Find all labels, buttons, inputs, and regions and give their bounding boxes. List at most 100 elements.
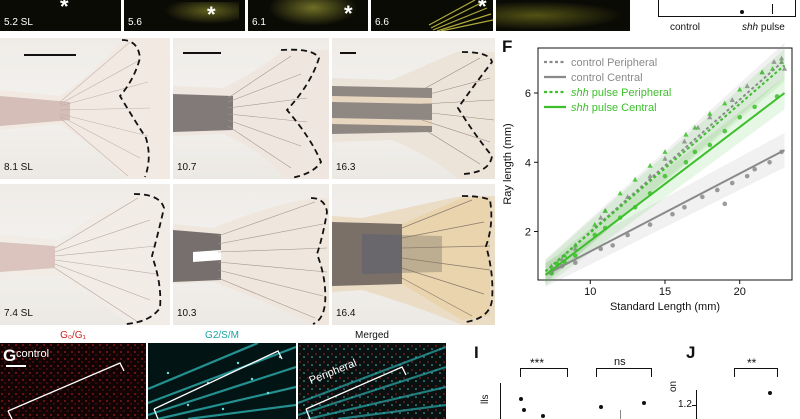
g0g1-image: G control (0, 343, 146, 419)
data-point (647, 162, 653, 168)
fluor-image-2: * 5.6 (124, 0, 245, 31)
data-point (714, 187, 720, 193)
legend-label: shh pulse Central (571, 102, 657, 114)
ray-length-chart: 10 15 20 2 4 6 Standard Length (mm) Ray length … (502, 42, 793, 313)
data-point (752, 104, 757, 110)
x-tick-label: 15 (659, 286, 671, 298)
fin-caption-e3: 16.4 (336, 308, 356, 319)
panel-c-plot-frame (658, 0, 796, 17)
data-point (662, 173, 668, 179)
fluor-image-5 (496, 0, 630, 31)
legend-label: control Central (571, 72, 643, 84)
panel-letter-f: F (502, 37, 513, 56)
fin-caption-e2: 10.3 (177, 308, 197, 319)
y-tick-label: 4 (525, 157, 531, 169)
fin-caption-e1: 7.4 SL (4, 308, 33, 319)
fin-caption-d1: 8.1 SL (4, 162, 33, 173)
fluor-caption-4: 6.6 (375, 17, 389, 28)
sig-bracket-1 (520, 368, 568, 377)
data-point (768, 391, 772, 395)
data-point (771, 59, 777, 64)
data-point (647, 173, 653, 179)
fit-line (544, 59, 786, 273)
fit-line (544, 92, 786, 276)
sig-label-j: ** (747, 356, 757, 370)
fin-image-e1: 7.4 SL (0, 184, 170, 325)
data-point (573, 260, 578, 265)
panel-c-point (740, 10, 744, 14)
data-point (617, 190, 623, 196)
scale-bar (340, 52, 356, 54)
panel-letter-i: I (474, 343, 479, 362)
fin-image-d2: 10.7 (173, 38, 329, 179)
asterisk-marker: * (207, 2, 216, 27)
data-point (729, 180, 735, 186)
panel-j-y-axis (696, 390, 697, 419)
panel-i-y-axis (500, 383, 501, 419)
data-point (625, 232, 630, 238)
data-point (692, 124, 698, 130)
asterisk-marker: * (344, 1, 353, 26)
fin-image-e2: 10.3 (173, 184, 329, 325)
data-point (572, 246, 578, 251)
y-tick-label: 2 (525, 227, 531, 239)
panel-j-ylabel: on (668, 380, 679, 392)
fluor-image-4: * 6.6 (371, 0, 493, 31)
data-point (692, 149, 698, 155)
data-point (642, 401, 646, 405)
data-point (610, 243, 616, 248)
data-point (599, 405, 603, 409)
data-point (647, 222, 653, 227)
sig-bracket-2 (596, 368, 652, 377)
panel-j-ytick: 1.2 (678, 399, 692, 410)
fluor-caption-2: 5.6 (128, 17, 142, 28)
asterisk-marker: * (478, 0, 487, 19)
data-point (707, 114, 713, 120)
data-point (722, 128, 728, 134)
fluor-caption-3: 6.1 (252, 17, 266, 28)
data-point (767, 159, 772, 165)
data-point (737, 114, 743, 120)
data-point (722, 100, 728, 106)
fluor-image-3: * 6.1 (248, 0, 368, 31)
fin-image-e3: 16.4 (332, 184, 495, 325)
panel-i-ylabel: lls (480, 394, 491, 404)
data-point (662, 156, 668, 161)
fluor-caption-1: 5.2 SL (4, 17, 33, 28)
data-point (681, 138, 688, 144)
data-point (519, 397, 523, 401)
data-point (700, 194, 705, 200)
x-axis-label: Standard Length (mm) (610, 301, 720, 313)
panel-c-control-label: control (670, 22, 701, 33)
data-point (559, 256, 565, 262)
data-point (598, 214, 604, 220)
data-point (541, 414, 545, 418)
data-point (522, 408, 526, 412)
data-point (759, 69, 765, 75)
confidence-band (545, 132, 785, 287)
fin-caption-d2: 10.7 (177, 162, 197, 173)
x-tick-label: 20 (734, 286, 746, 298)
fit-line (545, 149, 785, 276)
x-tick-label: 10 (584, 286, 596, 298)
scale-bar (183, 52, 221, 54)
channel-label-g0g1: G₀/G₁ (60, 330, 86, 341)
panel-letter-g: G (3, 346, 17, 365)
g2sm-image (148, 343, 296, 419)
data-point (682, 204, 687, 210)
sig-bracket-j (734, 368, 778, 377)
asterisk-marker: * (60, 0, 69, 19)
data-point (670, 211, 675, 217)
sig-label-2: ns (614, 356, 626, 368)
data-point (722, 201, 728, 207)
channel-label-merged: Merged (355, 330, 389, 341)
y-tick-label: 6 (525, 88, 531, 100)
data-point (683, 131, 689, 137)
legend-label: control Peripheral (571, 57, 657, 69)
data-point (683, 159, 689, 165)
sig-label-1: *** (530, 356, 545, 370)
fluor-image-1: * 5.2 SL (0, 0, 121, 31)
data-point (707, 110, 713, 116)
scale-bar (6, 365, 26, 367)
panel-letter-j: J (686, 343, 696, 362)
